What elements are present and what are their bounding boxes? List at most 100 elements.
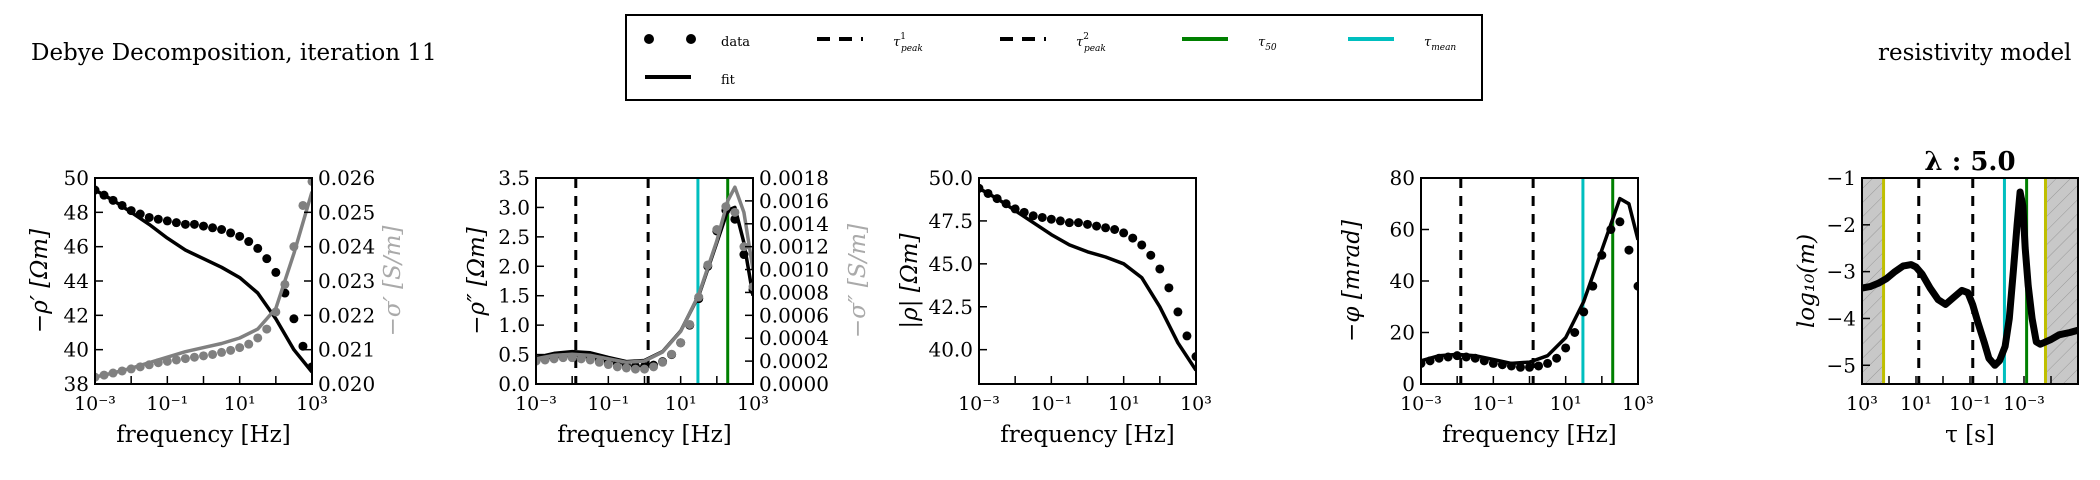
data-point: [171, 218, 181, 228]
chart-p5: 10³ 10¹ 10⁻¹ 10⁻³ −5 −4 −3 −2 −1 τ [s] log₁₀(m) λ :…: [1794, 147, 2079, 448]
legend-label-base: τ: [1424, 35, 1432, 50]
y-tick-label: 47.5: [928, 209, 973, 233]
data-point: [667, 349, 677, 359]
data-point: [253, 243, 263, 253]
data-point: [1552, 353, 1562, 363]
legend-item: τmean: [1348, 35, 1456, 53]
y-tick-label: 42: [64, 303, 89, 327]
legend-label-sub: peak: [901, 44, 923, 54]
data-point: [1128, 233, 1138, 243]
y-tick-label: 0: [1402, 372, 1415, 396]
chart-p4: 10⁻³ 10⁻¹ 10¹ 10³ 0 20 40 60 80 frequency [Hz] −φ …: [1339, 166, 1654, 448]
data-point: [1064, 218, 1074, 228]
data-point: [1525, 362, 1534, 372]
y-tick-label: 40.0: [928, 338, 973, 362]
data-point: [217, 225, 227, 234]
x-tick-label: 10⁻³: [74, 393, 116, 415]
x-tick-label: 10⁻¹: [146, 393, 188, 415]
y-tick-label: −2: [1827, 213, 1856, 237]
legend-label-base: τ: [1258, 35, 1266, 50]
y-axis-label: |ρ| [Ωm]: [897, 233, 923, 328]
y-tick-label: 50.0: [928, 166, 973, 190]
plot-area: [536, 178, 753, 384]
fit-line: [979, 186, 1196, 372]
y-tick-label: 20: [1390, 321, 1415, 345]
data-point: [739, 242, 749, 252]
legend-marker: [686, 34, 696, 44]
data-point: [685, 319, 695, 329]
y-tick-label: −5: [1827, 353, 1856, 377]
y-tick-label: 45.0: [928, 252, 973, 276]
legend-label: data: [721, 35, 750, 50]
data-point: [1155, 264, 1165, 274]
data-point: [1633, 281, 1638, 291]
x-tick-label: 10¹: [1900, 393, 1932, 415]
y2-tick-label: 0.0004: [759, 326, 829, 350]
data-point: [730, 207, 740, 217]
data-point: [1624, 245, 1634, 255]
data-point: [1191, 352, 1196, 362]
x-tick-label: 10⁻³: [2003, 393, 2045, 415]
x-tick-label: 10³: [1846, 393, 1878, 415]
y-tick-label: 2.0: [498, 254, 530, 278]
data-point: [262, 254, 272, 264]
data-point: [658, 357, 668, 367]
y-tick-label: 0.5: [498, 343, 530, 367]
data-point: [262, 324, 272, 334]
data-point: [585, 355, 595, 365]
shaded-region: [1862, 178, 1884, 384]
data-point: [1046, 214, 1056, 224]
y-tick-label: 40: [1390, 269, 1415, 293]
data-point: [189, 219, 199, 229]
data-point: [289, 314, 299, 324]
data-point: [1101, 223, 1111, 233]
plot-area: [1421, 178, 1638, 384]
y2-tick-label: 0.022: [318, 303, 375, 327]
x-tick-label: 10⁻¹: [1949, 393, 1991, 415]
y2-tick-label: 0.0008: [759, 280, 829, 304]
y2-tick-label: 0.026: [318, 166, 375, 190]
data-point: [1073, 218, 1083, 228]
x-tick-label: 10¹: [665, 393, 697, 415]
x-tick-label: 10⁻¹: [1030, 393, 1072, 415]
y2-tick-label: 0.0002: [759, 349, 829, 373]
legend-label-sup: 2: [1083, 32, 1089, 42]
data-point: [676, 338, 686, 348]
y2-tick-label: 0.025: [318, 200, 375, 224]
y2-axis-label: −σ″ [S/m]: [845, 224, 871, 338]
data-point: [1543, 358, 1553, 368]
y2-tick-label: 0.0018: [759, 166, 829, 190]
data-point: [594, 357, 604, 367]
y-tick-label: 48: [64, 200, 89, 224]
y2-tick-label: 0.020: [318, 372, 375, 396]
x-axis-label: frequency [Hz]: [557, 422, 731, 448]
x-axis-label: τ [s]: [1945, 422, 1995, 448]
data-point: [1119, 228, 1129, 238]
x-axis-label: frequency [Hz]: [1000, 422, 1174, 448]
data-point: [649, 362, 659, 372]
data-point: [1515, 362, 1525, 372]
data-point: [226, 345, 236, 355]
data-point: [208, 349, 218, 359]
data-point: [144, 212, 154, 222]
y-tick-label: −3: [1827, 260, 1856, 284]
data-point: [253, 333, 263, 343]
y-tick-label: −4: [1827, 306, 1856, 330]
y-axis-label: −ρ′ [Ωm]: [27, 229, 53, 333]
y-tick-label: 0.0: [498, 372, 530, 396]
y-tick-label: 80: [1390, 166, 1415, 190]
chart-title: λ : 5.0: [1924, 147, 2015, 177]
legend-label-base: τ: [1076, 35, 1084, 50]
data-point: [1146, 250, 1156, 260]
y-tick-label: 42.5: [928, 295, 973, 319]
data-point: [1615, 217, 1625, 227]
data-point: [1037, 212, 1047, 222]
y-tick-label: 3.0: [498, 195, 530, 219]
data-point: [171, 355, 181, 365]
data-point: [640, 364, 649, 374]
legend-label-sub: peak: [1084, 44, 1106, 54]
y2-tick-label: 0.0006: [759, 303, 829, 327]
data-point: [612, 362, 622, 372]
y2-tick-label: 0.0014: [759, 212, 829, 236]
